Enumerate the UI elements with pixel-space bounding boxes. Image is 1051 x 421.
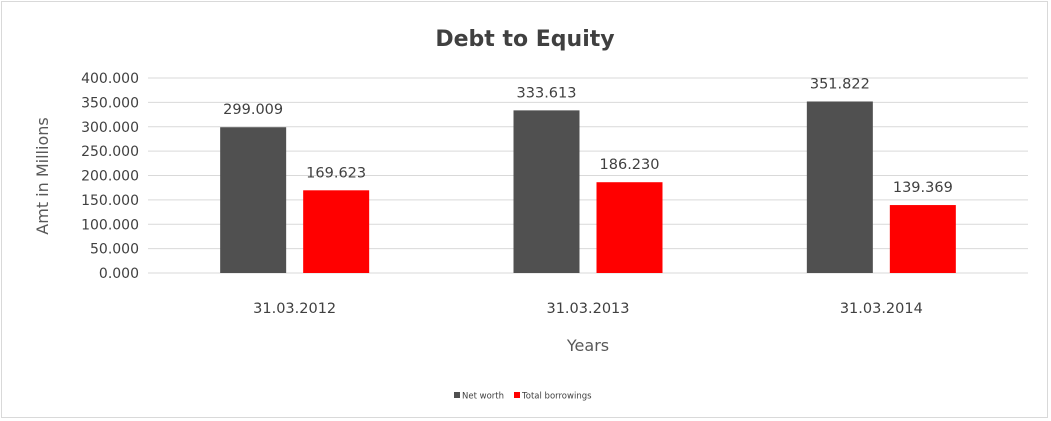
y-tick-label: 350.000 bbox=[81, 95, 139, 111]
data-label: 169.623 bbox=[306, 165, 366, 181]
data-label: 299.009 bbox=[223, 102, 283, 118]
legend-swatch bbox=[454, 392, 460, 398]
y-tick-label: 200.000 bbox=[81, 169, 139, 185]
y-tick-label: 250.000 bbox=[81, 144, 139, 160]
y-axis-title: Amt in Millions bbox=[33, 117, 52, 234]
y-tick-label: 300.000 bbox=[81, 120, 139, 136]
data-label: 351.822 bbox=[810, 76, 870, 92]
y-tick-label: 150.000 bbox=[81, 193, 139, 209]
y-tick-label: 0.000 bbox=[99, 266, 139, 282]
x-tick-label: 31.03.2012 bbox=[253, 301, 336, 317]
bar-total-borrowings bbox=[596, 182, 663, 273]
y-tick-label: 50.000 bbox=[90, 242, 139, 258]
gridlines: 0.000 50.000 100.000 150.000 200.000 250.000 3… bbox=[81, 71, 1028, 282]
legend: Net worth Total borrowings bbox=[454, 392, 592, 402]
legend-label: Net worth bbox=[462, 392, 504, 402]
chart-title: Debt to Equity bbox=[435, 27, 614, 52]
y-tick-label: 400.000 bbox=[81, 71, 139, 87]
x-axis-title: Years bbox=[566, 336, 609, 355]
bar-net-worth bbox=[220, 127, 287, 273]
bar-total-borrowings bbox=[889, 205, 956, 273]
bar-net-worth bbox=[806, 101, 873, 273]
data-label: 186.230 bbox=[600, 157, 660, 173]
data-label: 333.613 bbox=[517, 85, 577, 101]
bars: 31.03.2012 299.009 169.623 31.03.2013 333.61… bbox=[220, 76, 956, 317]
x-tick-label: 31.03.2014 bbox=[840, 301, 923, 317]
data-label: 139.369 bbox=[893, 180, 953, 196]
legend-label: Total borrowings bbox=[521, 392, 592, 402]
bar-net-worth bbox=[513, 110, 580, 273]
bar-total-borrowings bbox=[303, 190, 370, 273]
x-tick-label: 31.03.2013 bbox=[546, 301, 629, 317]
y-tick-label: 100.000 bbox=[81, 217, 139, 233]
legend-swatch bbox=[514, 392, 520, 398]
